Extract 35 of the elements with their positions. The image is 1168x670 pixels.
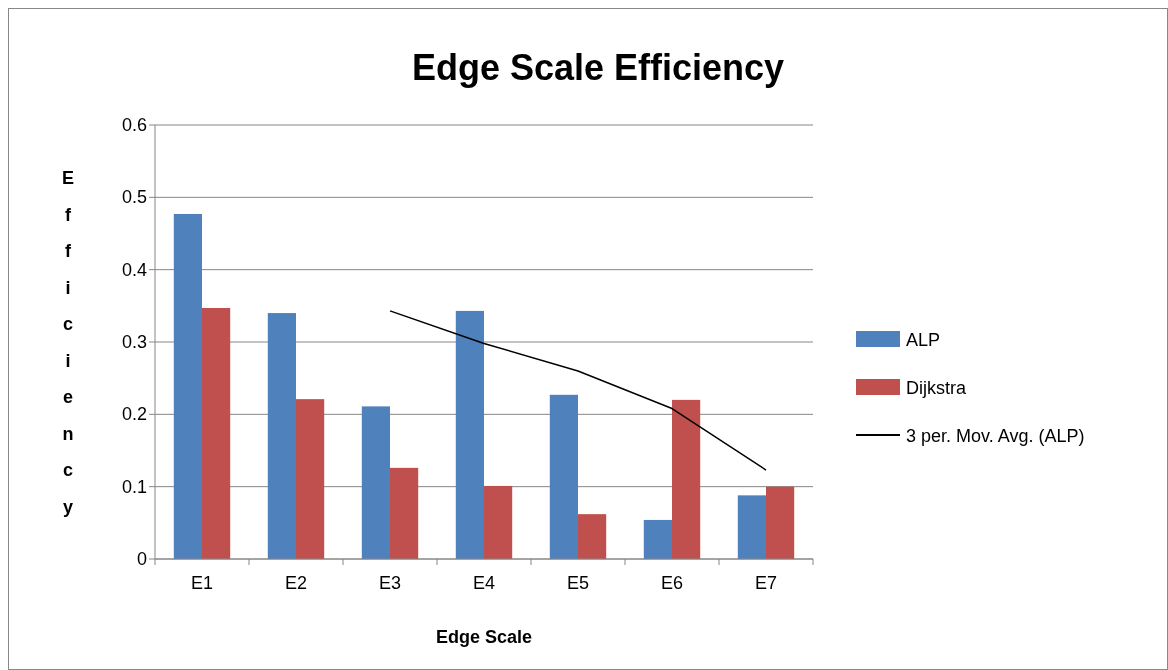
legend-label: Dijkstra	[906, 378, 967, 398]
bar	[455, 310, 484, 559]
bar	[267, 313, 296, 559]
y-tick-label: 0.6	[121, 115, 147, 135]
y-tick-label: 0.2	[121, 404, 147, 425]
x-tick-label: E7	[754, 573, 778, 593]
legend-label: 3 per. Mov. Avg. (ALP)	[906, 426, 1085, 446]
chart-title: Edge Scale Efficiency	[411, 47, 785, 88]
text: Efficiency	[61, 168, 75, 517]
bar	[766, 486, 795, 559]
bar	[578, 514, 607, 559]
y-tick-label: 0.3	[121, 332, 147, 352]
x-axis-title: Edge Scale	[435, 627, 533, 647]
bar	[737, 495, 766, 559]
bar	[672, 399, 701, 559]
bar	[296, 399, 325, 559]
bar	[173, 213, 202, 559]
x-tick-label: E4	[472, 573, 496, 593]
bar	[202, 308, 231, 559]
bar	[484, 485, 513, 559]
y-tick-label: 0.5	[121, 187, 147, 208]
x-tick-label: E6	[660, 573, 684, 593]
x-tick-label: E2	[284, 573, 308, 593]
y-tick-label: 0	[136, 549, 147, 569]
y-tick-label: 0.4	[121, 259, 147, 280]
legend-label: ALP	[906, 330, 941, 350]
bar	[549, 394, 578, 559]
bar	[390, 467, 419, 559]
x-tick-label: E5	[566, 573, 590, 593]
bar	[643, 519, 672, 559]
bar	[361, 406, 390, 559]
x-tick-label: E1	[190, 573, 214, 593]
x-tick-label: E3	[378, 573, 402, 593]
y-tick-label: 0.1	[121, 476, 147, 497]
line-series	[389, 310, 767, 471]
